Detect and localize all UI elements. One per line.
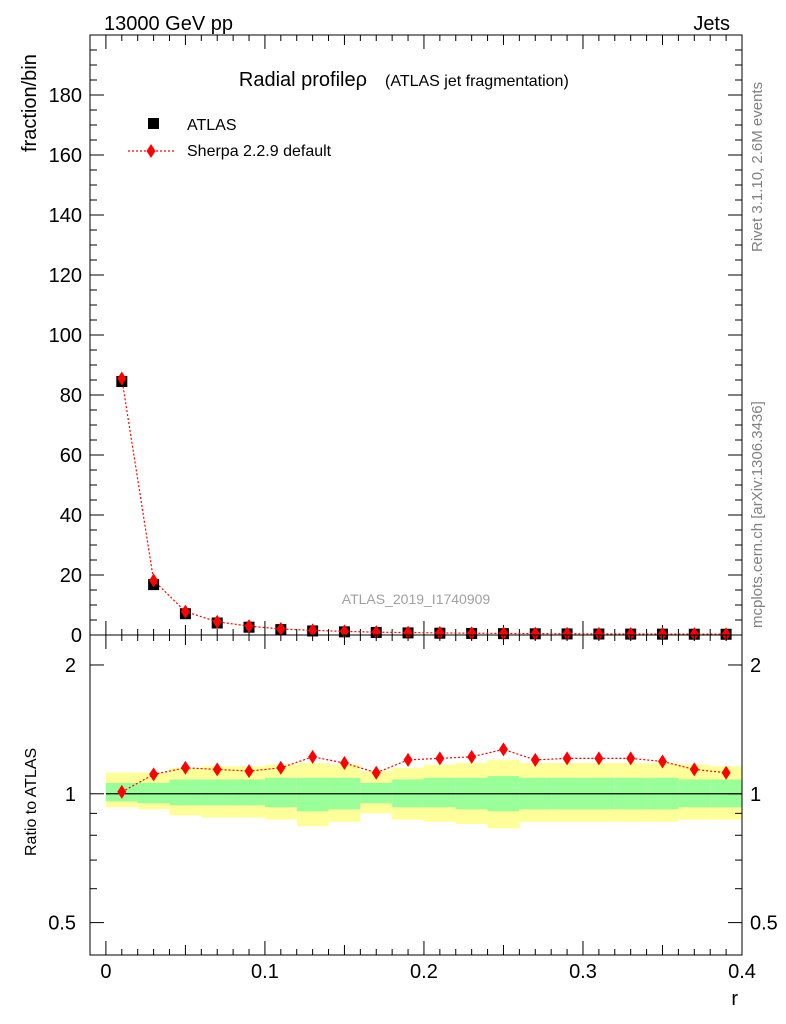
ratio-y-tick-label: 0.5 (48, 913, 76, 935)
x-axis-label: r (731, 988, 738, 1010)
sherpa-point (212, 614, 222, 629)
ratio-point (276, 760, 286, 775)
rivet-label: Rivet 3.1.10, 2.6M events (749, 82, 766, 252)
ratio-panel: Ratio to ATLAS r 0 0.1 0.2 0.3 0.4 0.5 0.5 1 1 2 2 (23, 634, 778, 1010)
ratio-point (689, 762, 699, 777)
header-right: Jets (693, 13, 730, 35)
sherpa-point (689, 627, 699, 642)
inner-band-segment (137, 782, 170, 804)
sherpa-point (371, 625, 381, 640)
sherpa-point (530, 626, 540, 641)
ratio-point (180, 760, 190, 775)
y-tick-label: 20 (60, 565, 82, 587)
ratio-point (721, 765, 731, 780)
inner-band-segment (169, 779, 202, 806)
ratio-y-tick-label-right: 1 (750, 784, 761, 806)
sherpa-line (121, 378, 727, 635)
y-tick-label: 40 (60, 505, 82, 527)
ratio-point (498, 742, 508, 757)
y-tick-label: 120 (49, 265, 82, 287)
sherpa-point (435, 625, 445, 640)
ratio-y-tick-label: 2 (65, 655, 76, 677)
x-tick-label: 0.3 (569, 961, 597, 983)
sherpa-point (657, 627, 667, 642)
uncertainty-bands (105, 759, 742, 829)
ratio-point (562, 751, 572, 766)
ratio-point (594, 751, 604, 766)
inner-band-segment (296, 777, 329, 812)
y-tick-label: 0 (71, 625, 82, 647)
inner-band-segment (360, 782, 393, 804)
legend-atlas-marker (148, 118, 159, 129)
ratio-y-tick-label-right: 2 (750, 655, 761, 677)
inner-band-segment (264, 777, 297, 808)
ratio-point (212, 762, 222, 777)
legend-sherpa-label: Sherpa 2.2.9 default (187, 143, 332, 160)
legend-sherpa-marker (146, 144, 156, 158)
chart-subtitle: (ATLAS jet fragmentation) (385, 73, 569, 90)
ratio-y-label: Ratio to ATLAS (23, 748, 40, 856)
ratio-point (149, 767, 159, 782)
sherpa-point (467, 626, 477, 641)
ratio-point (435, 751, 445, 766)
sherpa-point (276, 622, 286, 636)
main-data (116, 371, 732, 642)
y-tick-label: 160 (49, 145, 82, 167)
mcplots-label: mcplots.cern.ch [arXiv:1306.3436] (749, 401, 766, 628)
ratio-point (626, 751, 636, 766)
sherpa-point (403, 625, 413, 640)
y-tick-label: 100 (49, 325, 82, 347)
ratio-point (530, 752, 540, 767)
ratio-point (657, 754, 667, 769)
x-tick-label: 0.4 (728, 961, 756, 983)
y-tick-label: 80 (60, 385, 82, 407)
sherpa-point (721, 627, 731, 642)
sherpa-point (308, 623, 318, 638)
ratio-point (308, 749, 318, 764)
inner-band-segment (233, 779, 265, 806)
y-axis-label: fraction/bin (19, 54, 41, 152)
ratio-point (244, 764, 254, 779)
y-tick-label: 60 (60, 445, 82, 467)
sherpa-point (498, 626, 508, 641)
sherpa-point (149, 573, 159, 588)
legend-atlas-label: ATLAS (187, 117, 237, 134)
ratio-point (339, 756, 349, 771)
ratio-y-tick-label: 1 (65, 784, 76, 806)
ratio-frame (89, 634, 743, 956)
inner-band-segment (201, 779, 234, 806)
ratio-y-tick-label-right: 0.5 (750, 913, 778, 935)
sherpa-point (244, 619, 254, 634)
ratio-point (467, 749, 477, 764)
inner-band-segment (423, 777, 456, 808)
analysis-watermark: ATLAS_2019_I1740909 (342, 591, 491, 607)
ratio-point (371, 765, 381, 780)
main-panel: Radial profileρ (ATLAS jet fragmentation… (19, 34, 743, 647)
sherpa-point (562, 626, 572, 641)
ratio-data (117, 742, 731, 799)
y-tick-label: 180 (49, 85, 82, 107)
header-left: 13000 GeV pp (104, 13, 233, 35)
x-tick-label: 0 (100, 961, 111, 983)
sherpa-point (594, 626, 604, 641)
x-tick-label: 0.2 (410, 961, 438, 983)
chart-title: Radial profileρ (239, 69, 367, 91)
legend: ATLAS Sherpa 2.2.9 default (128, 117, 332, 160)
sherpa-point (626, 626, 636, 641)
ratio-point (117, 784, 127, 799)
x-tick-label: 0.1 (251, 961, 279, 983)
ratio-line (121, 748, 727, 793)
sherpa-point (180, 604, 190, 619)
sherpa-point (117, 371, 127, 386)
y-tick-label: 140 (49, 205, 82, 227)
ratio-point (403, 752, 413, 767)
